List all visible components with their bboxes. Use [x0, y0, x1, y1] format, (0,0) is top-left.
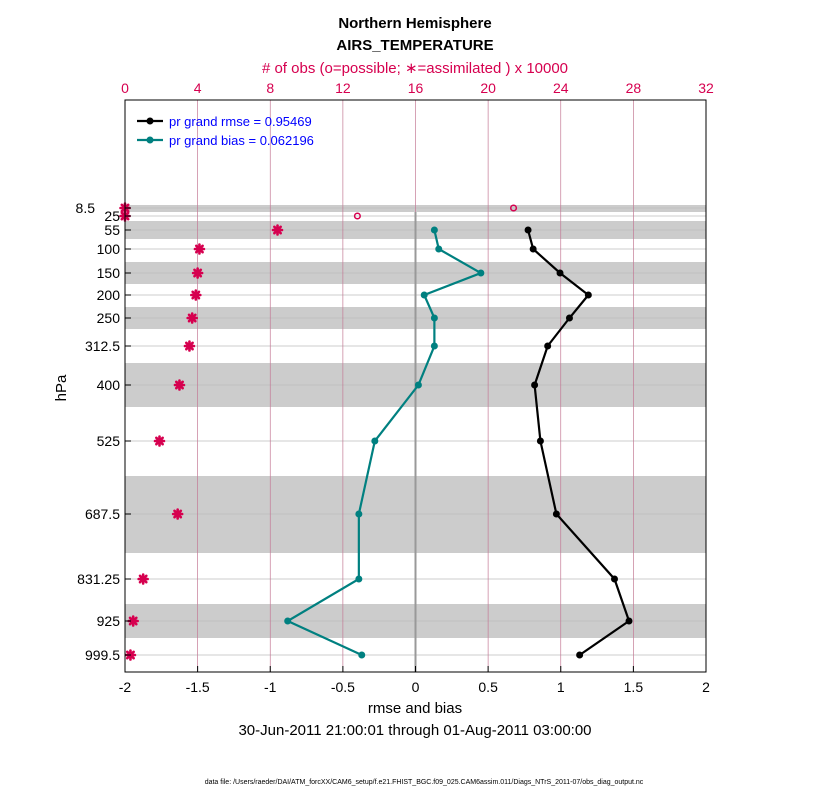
series-point-0 — [552, 510, 560, 518]
x-tick-label: -1.5 — [186, 679, 210, 695]
obs-assimilated-marker — [183, 340, 196, 352]
series-point-1 — [420, 291, 428, 299]
y-tick-label: 150 — [97, 265, 121, 281]
series-point-0 — [576, 651, 584, 659]
series-point-1 — [414, 381, 422, 389]
series-point-1 — [430, 314, 438, 322]
series-point-0 — [524, 226, 532, 234]
x-tick-label: 0.5 — [478, 679, 498, 695]
y-tick-label: 200 — [97, 287, 121, 303]
obs-assimilated-marker — [193, 243, 206, 255]
x-tick-label: 0 — [412, 679, 420, 695]
chart-title: Northern Hemisphere — [338, 15, 491, 32]
series-point-1 — [358, 651, 366, 659]
obs-possible-marker — [509, 204, 518, 212]
obs-assimilated-marker — [186, 312, 198, 324]
series-point-0 — [536, 437, 544, 445]
top-tick-label: 12 — [335, 80, 351, 96]
y-tick-label: 400 — [97, 377, 121, 393]
x-tick-label: 1.5 — [624, 679, 644, 695]
series-point-0 — [584, 291, 592, 299]
y-tick-label: 100 — [97, 241, 121, 257]
x-tick-label: 2 — [702, 679, 710, 695]
y-tick-label: 525 — [97, 433, 121, 449]
series-point-0 — [610, 575, 618, 583]
legend: pr grand rmse = 0.95469 pr grand bias = 0… — [137, 114, 314, 148]
chart-subtitle: AIRS_TEMPERATURE — [336, 37, 493, 54]
top-tick-label: 24 — [553, 80, 569, 96]
obs-possible-marker — [353, 212, 361, 220]
series-point-0 — [565, 314, 573, 322]
top-tick-label: 4 — [194, 80, 202, 96]
series-point-0 — [529, 245, 537, 253]
series-point-1 — [430, 226, 438, 234]
y-tick-label: 687.5 — [85, 506, 120, 522]
x-tick-label: -0.5 — [331, 679, 355, 695]
series-point-1 — [355, 510, 363, 518]
legend-marker — [146, 117, 154, 125]
series-point-1 — [435, 245, 443, 253]
top-tick-label: 28 — [626, 80, 642, 96]
top-tick-label: 32 — [698, 80, 714, 96]
series-point-0 — [531, 381, 539, 389]
y-tick-label: 925 — [97, 613, 121, 629]
footnote: data file: /Users/raeder/DAI/ATM_forcXX/… — [205, 779, 644, 786]
y-tick-label: 312.5 — [85, 338, 120, 354]
obs-assimilated-marker — [137, 573, 149, 585]
legend-entry: pr grand rmse = 0.95469 — [169, 114, 312, 129]
obs-assimilated-marker — [173, 379, 186, 391]
series-point-1 — [430, 342, 438, 350]
series-point-1 — [371, 437, 379, 445]
obs-assimilated-marker — [153, 435, 166, 447]
top-tick-label: 20 — [480, 80, 496, 96]
series-point-1 — [284, 617, 292, 625]
y-tick-label: 55 — [104, 222, 120, 238]
date-range: 30-Jun-2011 21:00:01 through 01-Aug-2011… — [238, 722, 591, 739]
x-tick-label: -2 — [119, 679, 132, 695]
top-axis-label: # of obs (o=possible; ∗=assimilated ) x … — [262, 60, 568, 77]
obs-assimilated-marker — [191, 267, 204, 279]
series-line-1 — [285, 229, 484, 656]
series-point-1 — [355, 575, 363, 583]
series-line-0 — [527, 229, 631, 656]
series-point-0 — [544, 342, 552, 350]
obs-assimilated-marker — [171, 508, 184, 520]
legend-entry: pr grand bias = 0.062196 — [169, 133, 314, 148]
top-tick-label: 8 — [266, 80, 274, 96]
y-tick-label: 8.5 — [76, 200, 96, 216]
x-tick-label: -1 — [264, 679, 277, 695]
y-axis-label: hPa — [53, 374, 70, 401]
obs-assimilated-marker — [127, 615, 139, 627]
top-tick-label: 16 — [408, 80, 424, 96]
obs-assimilated-marker — [271, 224, 284, 236]
legend-marker — [146, 136, 154, 144]
y-tick-label: 25 — [104, 208, 120, 224]
y-tick-label: 250 — [97, 310, 121, 326]
obs-assimilated-marker — [190, 289, 202, 301]
top-tick-label: 0 — [121, 80, 129, 96]
x-axis-label: rmse and bias — [368, 700, 462, 717]
series-point-0 — [625, 617, 633, 625]
y-tick-label: 831.25 — [77, 571, 120, 587]
series-point-1 — [477, 269, 485, 277]
y-tick-label: 999.5 — [85, 647, 120, 663]
series-point-0 — [556, 269, 564, 277]
x-tick-label: 1 — [557, 679, 565, 695]
